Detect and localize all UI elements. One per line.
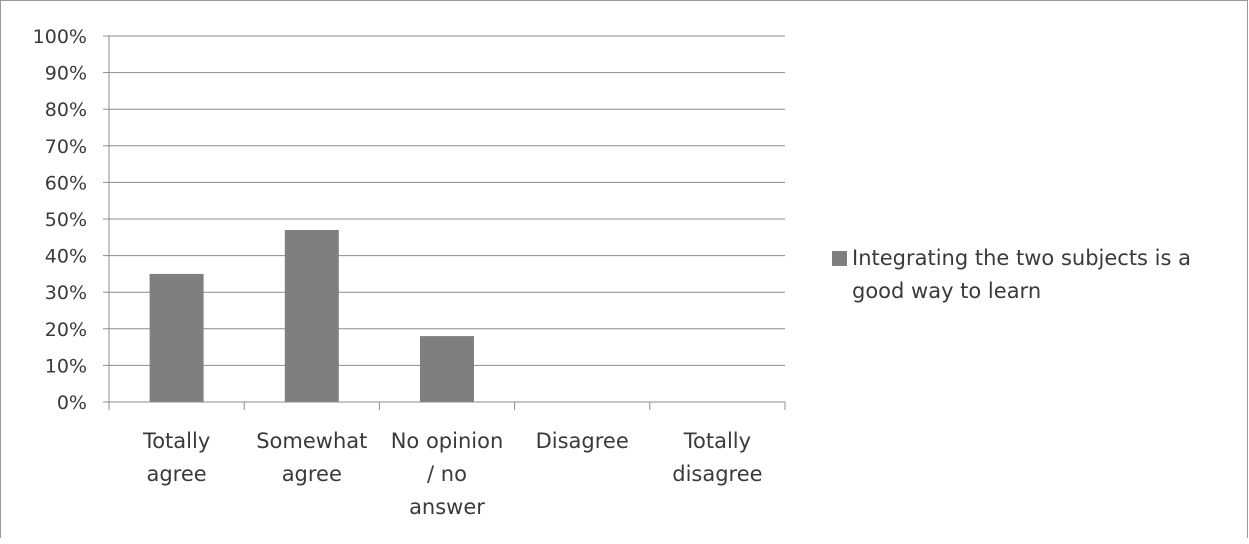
y-tick-label: 40% xyxy=(45,246,87,268)
y-tick-label: 70% xyxy=(45,136,87,158)
bar xyxy=(149,273,204,402)
y-tick-label: 10% xyxy=(45,355,87,377)
y-tick-label: 30% xyxy=(45,282,87,304)
y-axis-ticks: 0% 10% 20% 30% 40% 50% 60% 70% 80% 90% 100% xyxy=(33,26,109,414)
x-tick-label: Somewhat agree xyxy=(256,429,367,486)
legend-swatch xyxy=(832,251,847,266)
y-tick-label: 20% xyxy=(45,319,87,341)
legend: Integrating the two subjects is a good wa… xyxy=(832,246,1191,303)
x-tick-label: No opinion / no answer xyxy=(391,429,504,519)
y-tick-label: 80% xyxy=(45,99,87,121)
gridlines xyxy=(109,35,785,366)
x-tick-label: Disagree xyxy=(536,429,629,453)
bar xyxy=(420,336,474,402)
bars xyxy=(149,229,474,402)
y-tick-label: 50% xyxy=(45,209,87,231)
x-axis-ticks: Totally agree Somewhat agree No opinion / no a… xyxy=(142,429,763,519)
y-tick-label: 100% xyxy=(33,26,87,48)
y-tick-label: 0% xyxy=(57,392,87,414)
bar xyxy=(284,229,339,402)
axes xyxy=(108,36,786,410)
legend-label: Integrating the two subjects is a good wa… xyxy=(852,246,1191,303)
x-tick-label: Totally agree xyxy=(142,429,210,486)
y-tick-label: 60% xyxy=(45,172,87,194)
y-tick-label: 90% xyxy=(45,63,87,85)
x-tick-label: Totally disagree xyxy=(672,429,762,486)
